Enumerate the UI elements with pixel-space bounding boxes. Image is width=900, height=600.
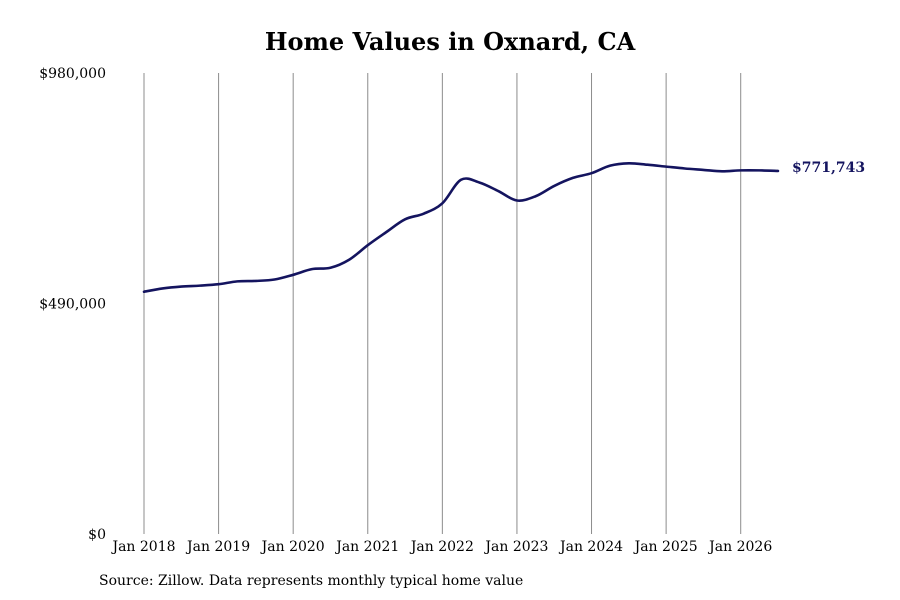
- source-note: Source: Zillow. Data represents monthly …: [99, 573, 524, 589]
- x-tick-label: Jan 2023: [483, 539, 548, 555]
- x-tick-label: Jan 2026: [707, 539, 772, 555]
- chart-title: Home Values in Oxnard, CA: [264, 27, 636, 56]
- x-tick-label: Jan 2021: [334, 539, 399, 555]
- y-tick-label: $490,000: [39, 297, 106, 313]
- x-tick-label: Jan 2024: [558, 539, 623, 555]
- end-value-label: $771,743: [792, 160, 865, 176]
- y-tick-label: $0: [88, 527, 106, 543]
- y-axis-tick-labels: $0 $490,000 $980,000: [39, 66, 106, 543]
- x-tick-label: Jan 2022: [409, 539, 474, 555]
- series-line-home-value: [142, 162, 780, 294]
- y-tick-label: $980,000: [39, 66, 106, 82]
- grid-lines: [143, 73, 742, 534]
- x-tick-label: Jan 2019: [185, 539, 250, 555]
- x-axis-tick-labels: Jan 2018 Jan 2019 Jan 2020 Jan 2021 Jan 2022…: [110, 539, 772, 555]
- x-tick-label: Jan 2018: [110, 539, 175, 555]
- x-tick-label: Jan 2020: [260, 539, 325, 555]
- x-tick-label: Jan 2025: [633, 539, 698, 555]
